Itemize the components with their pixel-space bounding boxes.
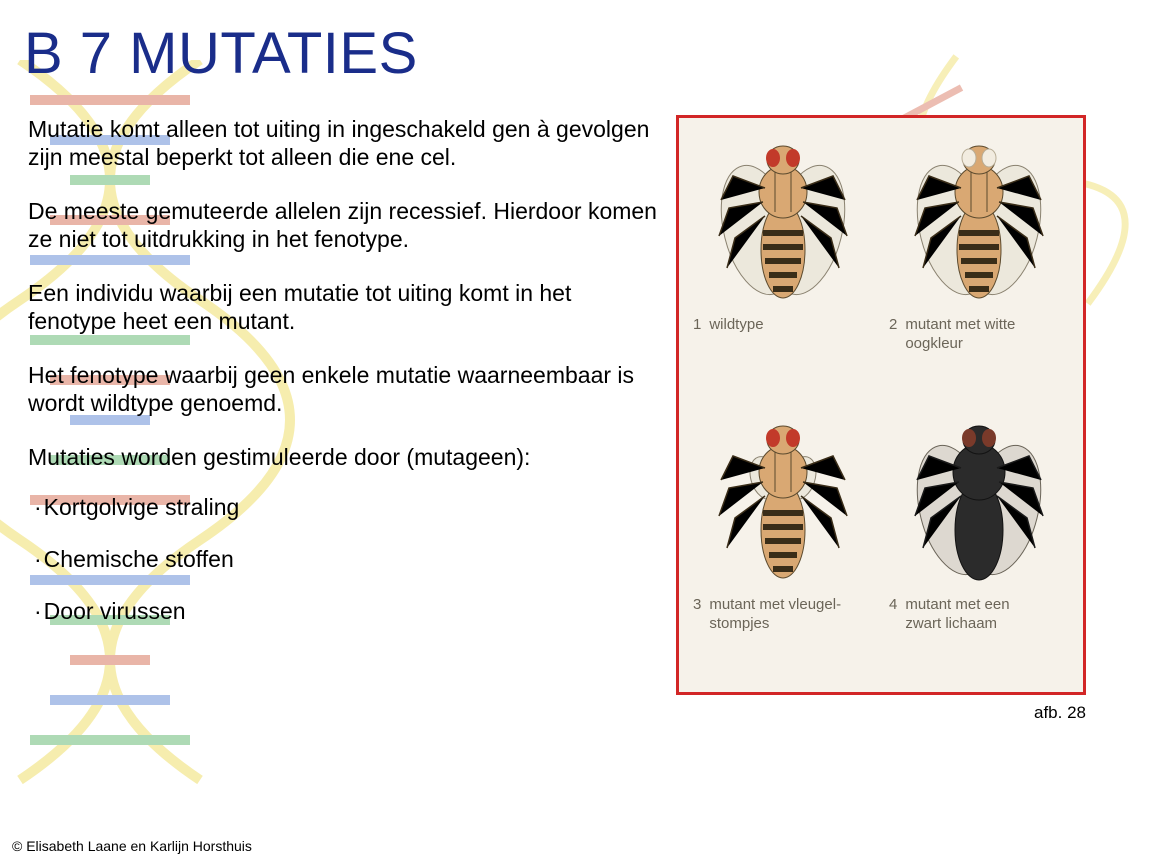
fly-illustration-stub-wings bbox=[687, 410, 879, 590]
fly-label-1: wildtype bbox=[709, 316, 763, 335]
figure-column: 1 wildtype bbox=[676, 115, 1096, 695]
slide: B 7 MUTATIES Mutatie komt alleen tot uit… bbox=[0, 0, 1152, 864]
fly-illustration-wildtype bbox=[687, 130, 879, 310]
fly-num-1: 1 bbox=[693, 316, 701, 334]
paragraph-4: Het fenotype waarbij geen enkele mutatie… bbox=[28, 361, 664, 417]
fly-illustration-white-eyes bbox=[883, 130, 1075, 310]
paragraph-5: Mutaties worden gestimuleerde door (muta… bbox=[28, 443, 664, 471]
fly-label-row-4: 4 mutant met een zwart lichaam bbox=[883, 596, 1045, 634]
fly-label-3: mutant met vleugel-stompjes bbox=[709, 596, 849, 634]
fly-figure-box: 1 wildtype bbox=[676, 115, 1086, 695]
fly-cell-2: 2 mutant met witte oogkleur bbox=[883, 130, 1075, 404]
fly-label-row-1: 1 wildtype bbox=[687, 316, 764, 335]
footer-copyright: © Elisabeth Laane en Karlijn Horsthuis bbox=[12, 838, 252, 854]
paragraph-2: De meeste gemuteerde allelen zijn recess… bbox=[28, 197, 664, 253]
paragraph-3: Een individu waarbij een mutatie tot uit… bbox=[28, 279, 664, 335]
bullet-1: Kortgolvige straling bbox=[28, 493, 664, 523]
fly-num-3: 3 bbox=[693, 596, 701, 614]
text-column: Mutatie komt alleen tot uiting in ingesc… bbox=[24, 115, 664, 695]
fly-label-row-3: 3 mutant met vleugel-stompjes bbox=[687, 596, 849, 634]
fly-label-2: mutant met witte oogkleur bbox=[905, 316, 1045, 354]
paragraph-1: Mutatie komt alleen tot uiting in ingesc… bbox=[28, 115, 664, 171]
fly-num-4: 4 bbox=[889, 596, 897, 614]
bullet-3: Door virussen bbox=[28, 597, 664, 627]
bullet-2: Chemische stoffen bbox=[28, 545, 664, 575]
fly-cell-3: 3 mutant met vleugel-stompjes bbox=[687, 410, 879, 684]
page-title: B 7 MUTATIES bbox=[24, 20, 1124, 87]
fly-label-4: mutant met een zwart lichaam bbox=[905, 596, 1045, 634]
fly-illustration-black-body bbox=[883, 410, 1075, 590]
content-row: Mutatie komt alleen tot uiting in ingesc… bbox=[24, 115, 1124, 695]
fly-num-2: 2 bbox=[889, 316, 897, 334]
fly-cell-4: 4 mutant met een zwart lichaam bbox=[883, 410, 1075, 684]
fly-cell-1: 1 wildtype bbox=[687, 130, 879, 404]
bullet-list: Kortgolvige straling Chemische stoffen D… bbox=[28, 493, 664, 627]
fly-label-row-2: 2 mutant met witte oogkleur bbox=[883, 316, 1045, 354]
figure-caption: afb. 28 bbox=[1034, 703, 1086, 723]
